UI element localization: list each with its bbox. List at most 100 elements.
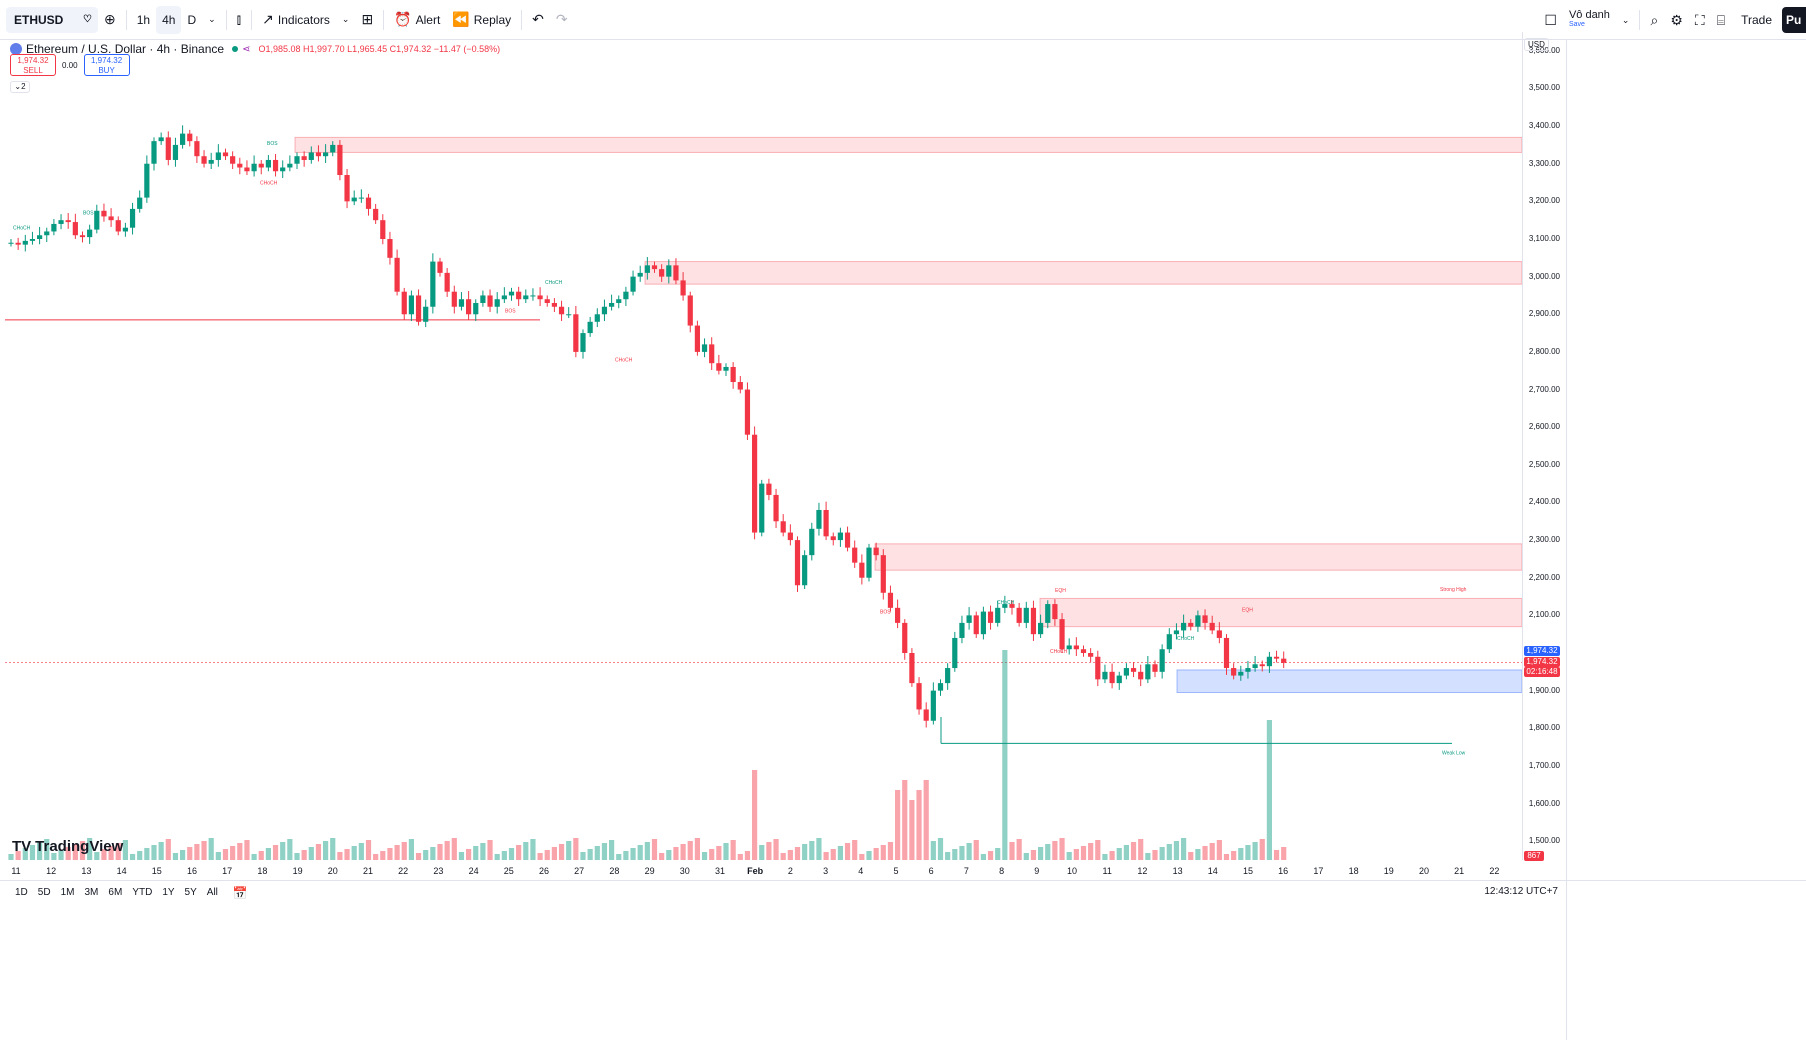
ohlc-values: O1,985.08 H1,997.70 L1,965.45 C1,974.32 …: [258, 44, 500, 54]
fullscreen-icon: ⛶: [1694, 11, 1705, 28]
candle-body: [1066, 645, 1072, 650]
annotation-choch: CHoCH: [1050, 649, 1068, 655]
publish-button[interactable]: Pu: [1782, 7, 1806, 33]
quick-search-button[interactable]: ⌕: [1644, 6, 1664, 34]
candle-body: [1202, 615, 1208, 623]
chart-type-button[interactable]: ⫾: [231, 6, 247, 34]
supply-zone: [294, 136, 1522, 153]
indicators-button[interactable]: ↗ Indicators: [256, 6, 336, 34]
indicators-dropdown[interactable]: ⌄: [336, 6, 356, 34]
candle-body: [930, 690, 936, 721]
volume-bar: [659, 853, 665, 860]
replay-button[interactable]: ⏪ Replay: [446, 6, 517, 34]
volume-bar: [923, 780, 929, 860]
settings-button[interactable]: ⚙: [1664, 6, 1689, 34]
range-ytd[interactable]: YTD: [132, 887, 153, 898]
rewind-icon: ⏪: [452, 11, 470, 27]
candle-body: [530, 295, 536, 297]
time-axis[interactable]: 11 12 13 14 15 16 17 18 19 20 21 22 23 24 25 26 27 28 29 30…: [0, 862, 1522, 880]
candle-body: [1023, 607, 1029, 623]
interval-d[interactable]: D: [187, 12, 197, 27]
candle-body: [1109, 671, 1115, 684]
candle-body: [866, 547, 872, 578]
redo-button[interactable]: ↷: [550, 6, 574, 34]
candle-body: [1223, 637, 1230, 669]
volume-bar: [1166, 844, 1172, 860]
interval-1h[interactable]: 1h: [136, 12, 151, 27]
time-tick-label: 13: [81, 866, 92, 876]
range-1y[interactable]: 1Y: [162, 887, 175, 898]
candle-body: [616, 299, 622, 303]
volume-bar: [523, 842, 529, 860]
volume-bar: [737, 854, 743, 860]
layout-dropdown[interactable]: ⌄: [1616, 6, 1636, 34]
alert-button[interactable]: ⏰ Alert: [388, 6, 446, 34]
heart-icon[interactable]: ♡: [83, 14, 92, 25]
trade-button[interactable]: Trade: [1741, 13, 1772, 27]
range-1d[interactable]: 1D: [15, 887, 28, 898]
volume-bar: [837, 846, 843, 860]
volume-bar: [744, 851, 751, 860]
indicator-collapse-button[interactable]: ⌄2: [10, 81, 30, 93]
volume-bar: [1045, 844, 1051, 860]
screenshot-button[interactable]: ⌸: [1711, 6, 1731, 34]
candle-body: [737, 382, 743, 390]
price-tick-label: 2,900.00: [1528, 309, 1560, 319]
volume-bar: [122, 840, 128, 860]
ethereum-icon: [10, 43, 22, 55]
price-tick-label: 3,300.00: [1528, 158, 1560, 168]
currency-selector[interactable]: USD: [1524, 38, 1549, 51]
symbol-label: ETHUSD: [14, 12, 64, 27]
interval-4h[interactable]: 4h: [156, 5, 182, 34]
top-toolbar: ETHUSD ♡ ⊕ 1h 4h D ⌄ ⫾ ↗ Indicators ⌄ ⊞ ⏰…: [0, 0, 1806, 40]
time-tick-label: 14: [1207, 866, 1218, 876]
range-5y[interactable]: 5Y: [184, 887, 197, 898]
fullscreen-button[interactable]: ⛶: [1689, 6, 1711, 34]
layout-name-button[interactable]: Vô danh Save: [1563, 6, 1616, 34]
range-1m[interactable]: 1M: [60, 887, 75, 898]
range-all[interactable]: All: [206, 887, 218, 898]
share-icon[interactable]: ⋖: [242, 43, 251, 55]
compare-button[interactable]: ⊕: [98, 6, 122, 34]
candle-body: [880, 555, 886, 593]
candle-body: [980, 611, 986, 635]
volume-bar: [651, 839, 658, 860]
time-tick-label: 21: [362, 866, 374, 876]
annotation-choch: CHoCH: [13, 226, 31, 232]
candle-body: [637, 272, 643, 277]
templates-button[interactable]: ⊞: [355, 6, 379, 34]
tradingview-logo[interactable]: TV TradingView: [12, 838, 123, 855]
calendar-icon[interactable]: 📅: [232, 885, 248, 900]
candle-body: [1116, 675, 1122, 684]
time-tick-label: 17: [1313, 866, 1324, 876]
range-5d[interactable]: 5D: [37, 887, 51, 898]
volume-bar: [72, 844, 78, 860]
volume-bar: [1123, 845, 1129, 860]
annotation-eqh: EQH: [1242, 608, 1253, 614]
candle-body: [315, 152, 322, 157]
interval-dropdown[interactable]: ⌄: [202, 6, 222, 34]
range-3m[interactable]: 3M: [84, 887, 99, 898]
sell-button[interactable]: 1,974.32 SELL: [10, 54, 56, 76]
volume-bar: [959, 846, 965, 860]
undo-button[interactable]: ↶: [526, 6, 550, 34]
symbol-search[interactable]: ETHUSD ♡: [6, 6, 98, 33]
time-tick-label: 23: [433, 866, 444, 876]
supply-zone: [644, 261, 1522, 285]
volume-bar: [1281, 847, 1287, 860]
volume-bar: [937, 838, 944, 860]
price-axis[interactable]: 3,600.00 3,500.00 3,400.00 3,300.00 3,200.00…: [1522, 32, 1566, 860]
alarm-icon: ⏰: [394, 11, 412, 27]
price-chart[interactable]: CHoCH BOS BOS CHoCH CHoCH BOS CHoCH BOS CHoCH EQH…: [5, 32, 1522, 860]
chevron-down-icon: ⌄: [1621, 14, 1630, 25]
clock[interactable]: 12:43:12 UTC+7: [1484, 886, 1558, 897]
volume-bar: [701, 852, 708, 860]
candle-body: [58, 220, 64, 224]
volume-bar: [1052, 841, 1058, 860]
layout-toggle[interactable]: ☐: [1538, 6, 1563, 34]
volume-bar: [537, 853, 543, 860]
range-6m[interactable]: 6M: [108, 887, 123, 898]
volume-bar: [1173, 841, 1180, 860]
volume-bar: [294, 853, 300, 860]
buy-button[interactable]: 1,974.32 BUY: [83, 54, 130, 76]
